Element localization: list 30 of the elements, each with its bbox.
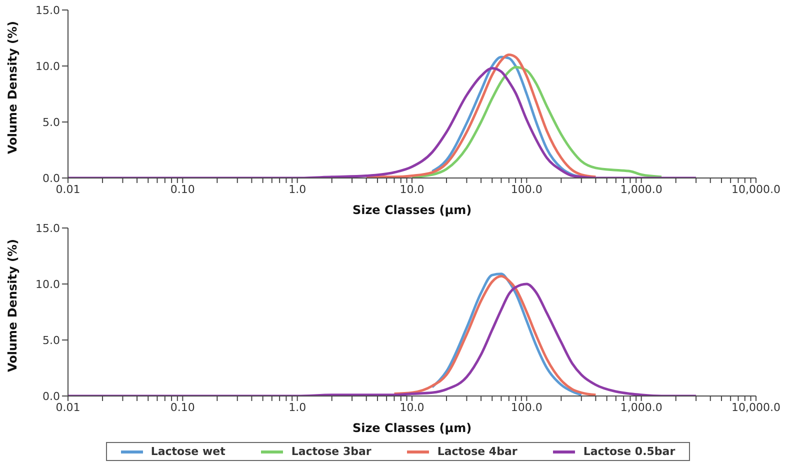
- legend-label: Lactose 4bar: [437, 445, 518, 458]
- x-tick-label: 1,000.0: [620, 400, 662, 414]
- x-tick-label: 10.0: [400, 400, 424, 414]
- y-tick-label: 10.0: [36, 60, 60, 73]
- legend-label: Lactose 3bar: [291, 445, 372, 458]
- y-tick-label: 15.0: [36, 222, 60, 235]
- y-tick-label: 5.0: [42, 334, 60, 347]
- y-axis-title: Volume Density (%): [5, 21, 20, 154]
- y-tick-label: 15.0: [36, 4, 60, 17]
- y-tick-label: 5.0: [42, 116, 60, 129]
- x-tick-label: 1,000.0: [620, 182, 662, 196]
- y-tick-label: 10.0: [36, 278, 60, 291]
- y-axis-title: Volume Density (%): [5, 239, 20, 372]
- y-tick-label: 0.0: [42, 390, 60, 403]
- legend-label: Lactose 0.5bar: [583, 445, 676, 458]
- x-tick-label: 10.0: [400, 182, 424, 196]
- x-axis-title: Size Classes (µm): [352, 203, 472, 217]
- legend-label: Lactose wet: [150, 445, 226, 458]
- x-tick-label: 0.01: [56, 400, 80, 414]
- x-tick-label: 100.0: [510, 400, 542, 414]
- x-tick-label: 1.0: [288, 182, 306, 196]
- x-tick-label: 0.01: [56, 182, 80, 196]
- x-axis-title: Size Classes (µm): [352, 421, 472, 435]
- x-tick-label: 0.10: [170, 182, 195, 196]
- x-tick-label: 1.0: [288, 400, 306, 414]
- y-tick-label: 0.0: [42, 172, 60, 185]
- x-tick-label: 10,000.0: [732, 400, 780, 414]
- x-tick-label: 10,000.0: [732, 182, 780, 196]
- x-tick-label: 0.10: [170, 400, 195, 414]
- x-tick-label: 100.0: [510, 182, 542, 196]
